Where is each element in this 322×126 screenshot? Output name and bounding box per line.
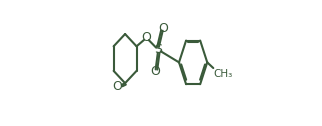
Text: O: O (142, 31, 151, 44)
Text: O: O (150, 65, 160, 78)
Text: S: S (154, 43, 162, 56)
Text: O: O (113, 80, 122, 93)
Text: O: O (158, 22, 168, 35)
Text: CH₃: CH₃ (214, 69, 233, 79)
